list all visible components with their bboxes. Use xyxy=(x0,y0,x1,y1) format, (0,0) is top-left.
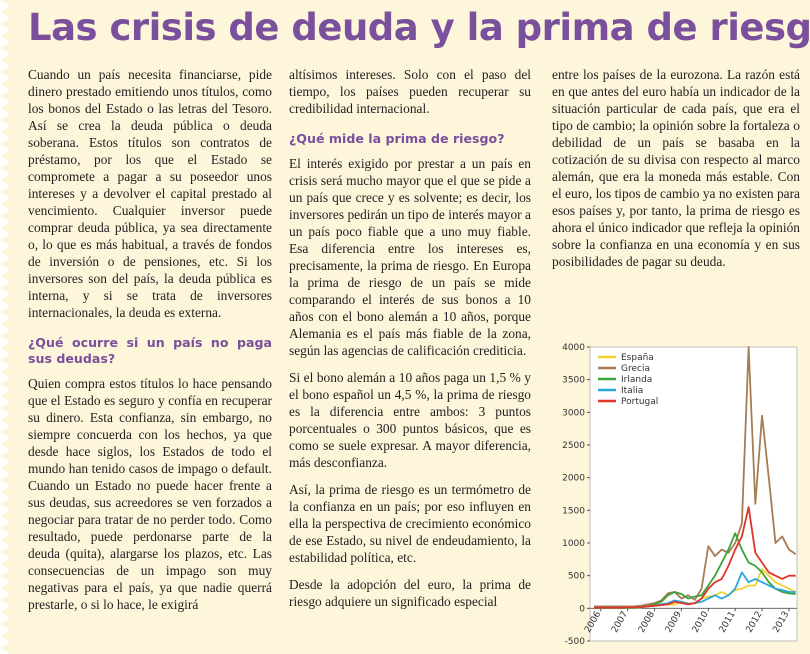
paragraph: Cuando un país necesita financiarse, pid… xyxy=(28,67,272,320)
paragraph: altísimos intereses. Solo con el paso de… xyxy=(289,67,531,116)
column: Cuando un país necesita financiarse, pid… xyxy=(28,66,272,623)
y-tick-label: 4000 xyxy=(562,343,585,353)
section-heading: ¿Qué mide la prima de riesgo? xyxy=(289,131,505,146)
y-tick-label: 3000 xyxy=(562,408,585,418)
y-tick-label: 500 xyxy=(568,572,585,582)
legend-label: España xyxy=(621,353,654,363)
paragraph: Desde la adopción del euro, la prima de … xyxy=(289,577,531,609)
series-line xyxy=(594,346,797,608)
legend-label: Italia xyxy=(621,386,643,396)
zigzag-edge xyxy=(0,0,14,654)
legend-label: Grecia xyxy=(621,364,650,374)
y-tick-label: 2000 xyxy=(562,474,585,484)
paragraph: entre los países de la eurozona. La razó… xyxy=(552,67,800,269)
column: altísimos intereses. Solo con el paso de… xyxy=(289,66,531,620)
section-heading: ¿Qué ocurre si un país no paga sus deuda… xyxy=(28,335,272,366)
paragraph: Así, la prima de riesgo es un termómetro… xyxy=(289,482,531,565)
title: Las crisis de deuda y la prima de riesgo xyxy=(28,6,810,49)
plot-area xyxy=(589,346,798,642)
legend-label: Irlanda xyxy=(621,375,652,385)
column: entre los países de la eurozona. La razó… xyxy=(552,66,800,280)
paragraph: Quien compra estos títulos lo hace pensa… xyxy=(28,376,272,612)
y-tick-label: 1500 xyxy=(562,506,585,516)
paragraph: El interés exigido por prestar a un país… xyxy=(289,156,531,358)
y-tick-label: 0 xyxy=(579,604,585,614)
chart: -500050010001500200025003000350040002006… xyxy=(562,343,798,647)
y-tick-label: -500 xyxy=(565,637,586,647)
y-tick-label: 3500 xyxy=(562,376,585,386)
y-tick-label: 2500 xyxy=(562,441,585,451)
paragraph: Si el bono alemán a 10 años paga un 1,5 … xyxy=(289,370,531,470)
y-tick-label: 1000 xyxy=(562,539,585,549)
legend-label: Portugal xyxy=(621,397,658,407)
series-line xyxy=(594,506,796,609)
